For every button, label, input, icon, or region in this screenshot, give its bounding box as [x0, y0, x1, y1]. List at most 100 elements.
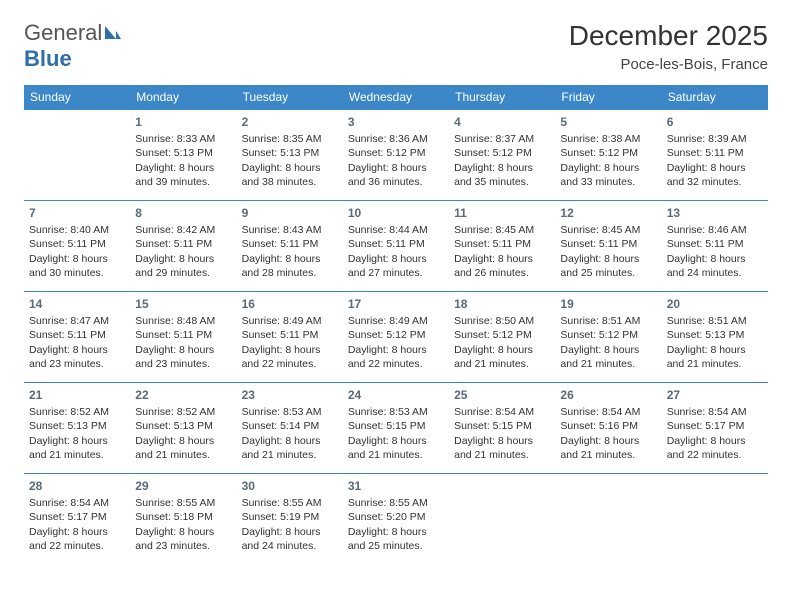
day-number: 12: [560, 205, 656, 221]
sunrise-text: Sunrise: 8:54 AM: [29, 496, 125, 510]
calendar-day-cell: 5Sunrise: 8:38 AMSunset: 5:12 PMDaylight…: [555, 110, 661, 201]
sunrise-text: Sunrise: 8:52 AM: [29, 405, 125, 419]
sunset-text: Sunset: 5:20 PM: [348, 510, 444, 524]
sunset-text: Sunset: 5:11 PM: [135, 237, 231, 251]
sunrise-text: Sunrise: 8:51 AM: [560, 314, 656, 328]
daylight-text: Daylight: 8 hours and 22 minutes.: [242, 343, 338, 371]
sunset-text: Sunset: 5:12 PM: [348, 146, 444, 160]
sunrise-text: Sunrise: 8:48 AM: [135, 314, 231, 328]
sunrise-text: Sunrise: 8:38 AM: [560, 132, 656, 146]
sunrise-text: Sunrise: 8:53 AM: [348, 405, 444, 419]
sunset-text: Sunset: 5:11 PM: [135, 328, 231, 342]
daylight-text: Daylight: 8 hours and 38 minutes.: [242, 161, 338, 189]
title-block: December 2025 Poce-les-Bois, France: [569, 20, 768, 73]
daylight-text: Daylight: 8 hours and 23 minutes.: [135, 525, 231, 553]
calendar-day-cell: 24Sunrise: 8:53 AMSunset: 5:15 PMDayligh…: [343, 383, 449, 474]
day-number: 22: [135, 387, 231, 403]
sunrise-text: Sunrise: 8:33 AM: [135, 132, 231, 146]
day-number: 3: [348, 114, 444, 130]
calendar-day-cell: [662, 474, 768, 565]
calendar-day-cell: 12Sunrise: 8:45 AMSunset: 5:11 PMDayligh…: [555, 201, 661, 292]
sunset-text: Sunset: 5:11 PM: [29, 328, 125, 342]
day-number: 16: [242, 296, 338, 312]
day-number: 26: [560, 387, 656, 403]
logo-text-gray: General: [24, 20, 102, 45]
day-number: 7: [29, 205, 125, 221]
day-number: 17: [348, 296, 444, 312]
calendar-table: SundayMondayTuesdayWednesdayThursdayFrid…: [24, 85, 768, 564]
location-text: Poce-les-Bois, France: [569, 56, 768, 73]
calendar-week-row: 28Sunrise: 8:54 AMSunset: 5:17 PMDayligh…: [24, 474, 768, 565]
calendar-day-cell: 7Sunrise: 8:40 AMSunset: 5:11 PMDaylight…: [24, 201, 130, 292]
sunrise-text: Sunrise: 8:50 AM: [454, 314, 550, 328]
day-number: 19: [560, 296, 656, 312]
sunrise-text: Sunrise: 8:55 AM: [348, 496, 444, 510]
day-number: 21: [29, 387, 125, 403]
calendar-day-cell: 3Sunrise: 8:36 AMSunset: 5:12 PMDaylight…: [343, 110, 449, 201]
calendar-day-cell: 4Sunrise: 8:37 AMSunset: 5:12 PMDaylight…: [449, 110, 555, 201]
calendar-header-row: SundayMondayTuesdayWednesdayThursdayFrid…: [24, 85, 768, 110]
day-number: 11: [454, 205, 550, 221]
weekday-header: Monday: [130, 85, 236, 110]
daylight-text: Daylight: 8 hours and 35 minutes.: [454, 161, 550, 189]
sunset-text: Sunset: 5:17 PM: [667, 419, 763, 433]
calendar-week-row: 21Sunrise: 8:52 AMSunset: 5:13 PMDayligh…: [24, 383, 768, 474]
calendar-body: 1Sunrise: 8:33 AMSunset: 5:13 PMDaylight…: [24, 110, 768, 565]
sunset-text: Sunset: 5:15 PM: [348, 419, 444, 433]
sunrise-text: Sunrise: 8:45 AM: [560, 223, 656, 237]
calendar-day-cell: [449, 474, 555, 565]
calendar-day-cell: [555, 474, 661, 565]
calendar-day-cell: 15Sunrise: 8:48 AMSunset: 5:11 PMDayligh…: [130, 292, 236, 383]
logo-text: GeneralBlue: [24, 20, 122, 72]
day-number: 28: [29, 478, 125, 494]
page-title: December 2025: [569, 20, 768, 52]
calendar-day-cell: 17Sunrise: 8:49 AMSunset: 5:12 PMDayligh…: [343, 292, 449, 383]
sunset-text: Sunset: 5:11 PM: [454, 237, 550, 251]
daylight-text: Daylight: 8 hours and 21 minutes.: [454, 434, 550, 462]
sunset-text: Sunset: 5:13 PM: [135, 146, 231, 160]
weekday-header: Friday: [555, 85, 661, 110]
sunset-text: Sunset: 5:11 PM: [348, 237, 444, 251]
sunset-text: Sunset: 5:11 PM: [242, 328, 338, 342]
calendar-day-cell: 10Sunrise: 8:44 AMSunset: 5:11 PMDayligh…: [343, 201, 449, 292]
weekday-header: Sunday: [24, 85, 130, 110]
sunrise-text: Sunrise: 8:52 AM: [135, 405, 231, 419]
calendar-day-cell: 16Sunrise: 8:49 AMSunset: 5:11 PMDayligh…: [237, 292, 343, 383]
sunrise-text: Sunrise: 8:55 AM: [242, 496, 338, 510]
sunrise-text: Sunrise: 8:45 AM: [454, 223, 550, 237]
calendar-day-cell: 26Sunrise: 8:54 AMSunset: 5:16 PMDayligh…: [555, 383, 661, 474]
sunrise-text: Sunrise: 8:54 AM: [667, 405, 763, 419]
calendar-day-cell: 20Sunrise: 8:51 AMSunset: 5:13 PMDayligh…: [662, 292, 768, 383]
sunset-text: Sunset: 5:12 PM: [348, 328, 444, 342]
calendar-day-cell: 19Sunrise: 8:51 AMSunset: 5:12 PMDayligh…: [555, 292, 661, 383]
calendar-day-cell: 29Sunrise: 8:55 AMSunset: 5:18 PMDayligh…: [130, 474, 236, 565]
sunrise-text: Sunrise: 8:39 AM: [667, 132, 763, 146]
calendar-day-cell: 9Sunrise: 8:43 AMSunset: 5:11 PMDaylight…: [237, 201, 343, 292]
daylight-text: Daylight: 8 hours and 23 minutes.: [29, 343, 125, 371]
calendar-day-cell: 13Sunrise: 8:46 AMSunset: 5:11 PMDayligh…: [662, 201, 768, 292]
calendar-day-cell: 30Sunrise: 8:55 AMSunset: 5:19 PMDayligh…: [237, 474, 343, 565]
sunrise-text: Sunrise: 8:35 AM: [242, 132, 338, 146]
weekday-header: Tuesday: [237, 85, 343, 110]
day-number: 8: [135, 205, 231, 221]
sunrise-text: Sunrise: 8:37 AM: [454, 132, 550, 146]
daylight-text: Daylight: 8 hours and 26 minutes.: [454, 252, 550, 280]
day-number: 1: [135, 114, 231, 130]
calendar-week-row: 7Sunrise: 8:40 AMSunset: 5:11 PMDaylight…: [24, 201, 768, 292]
calendar-day-cell: 1 Sunrise: 8:33 AMSunset: 5:13 PMDaylight…: [130, 110, 236, 201]
calendar-week-row: 1Sunrise: 8:33 AMSunset: 5:13 PMDaylight…: [24, 110, 768, 201]
day-number: 24: [348, 387, 444, 403]
day-number: 9: [242, 205, 338, 221]
daylight-text: Daylight: 8 hours and 39 minutes.: [135, 161, 231, 189]
calendar-day-cell: 25Sunrise: 8:54 AMSunset: 5:15 PMDayligh…: [449, 383, 555, 474]
daylight-text: Daylight: 8 hours and 28 minutes.: [242, 252, 338, 280]
daylight-text: Daylight: 8 hours and 21 minutes.: [29, 434, 125, 462]
calendar-day-cell: 2Sunrise: 8:35 AMSunset: 5:13 PMDaylight…: [237, 110, 343, 201]
daylight-text: Daylight: 8 hours and 24 minutes.: [242, 525, 338, 553]
daylight-text: Daylight: 8 hours and 22 minutes.: [348, 343, 444, 371]
daylight-text: Daylight: 8 hours and 21 minutes.: [242, 434, 338, 462]
sunrise-text: Sunrise: 8:44 AM: [348, 223, 444, 237]
sunrise-text: Sunrise: 8:43 AM: [242, 223, 338, 237]
day-number: 4: [454, 114, 550, 130]
calendar-day-cell: 22Sunrise: 8:52 AMSunset: 5:13 PMDayligh…: [130, 383, 236, 474]
